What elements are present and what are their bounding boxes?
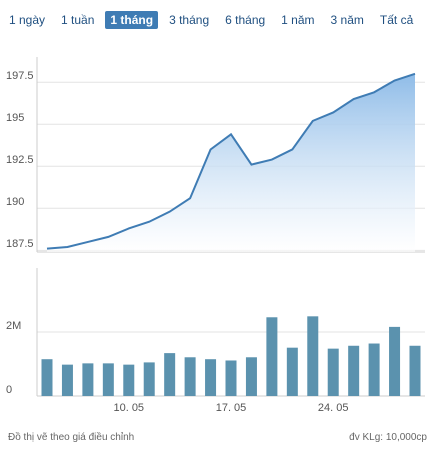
y-tick-label: 0 (6, 384, 12, 396)
note: đv KLg: 10,000cp (349, 432, 427, 443)
range-button[interactable]: 6 tháng (225, 13, 266, 27)
range-button[interactable]: Tất cả (379, 13, 414, 27)
bar (389, 326, 401, 396)
note: Đồ thị vẽ theo giá điều chỉnh (8, 432, 135, 443)
bar (164, 353, 176, 396)
bar (266, 317, 278, 396)
range-button[interactable]: 1 năm (281, 13, 315, 27)
bar (327, 348, 339, 396)
bar (368, 343, 380, 396)
y-tick-label: 192.5 (6, 154, 34, 166)
range-button[interactable]: 1 tuần (61, 13, 95, 27)
bar (143, 362, 155, 396)
range-button[interactable]: 1 ngày (9, 13, 46, 27)
bar (409, 345, 421, 396)
chart: 187.5 190 192.5 195 197.5 0 2M 10. 05 17. 05 24. … (6, 57, 425, 414)
x-tick-label: 24. 05 (318, 402, 349, 414)
area (47, 73, 415, 252)
bar (123, 364, 135, 396)
y-tick-label: 190 (6, 196, 24, 208)
y-tick-label: 187.5 (6, 238, 34, 250)
bar (286, 347, 298, 396)
bar (102, 363, 114, 396)
bar (245, 357, 257, 396)
price-line (46, 72, 416, 250)
bar (41, 359, 53, 396)
bar (61, 364, 73, 396)
y-tick-label: 197.5 (6, 70, 34, 82)
range-selector: 1 ngày 1 tuần 1 tháng 3 tháng 6 tháng 1 năm 3 … (4, 11, 418, 29)
bar (184, 357, 196, 396)
bar (225, 360, 237, 396)
range-button[interactable]: 1 tháng (105, 11, 159, 29)
y-tick-label: 195 (6, 112, 24, 124)
x-tick-label: 10. 05 (113, 402, 144, 414)
range-button[interactable]: 3 tháng (169, 13, 210, 27)
bar (205, 359, 217, 396)
x-tick-label: 17. 05 (216, 402, 247, 414)
range-button[interactable]: 3 năm (330, 13, 364, 27)
y-tick-label: 2M (6, 320, 21, 332)
bar (82, 363, 94, 396)
bar (348, 345, 360, 396)
bar (307, 316, 319, 396)
